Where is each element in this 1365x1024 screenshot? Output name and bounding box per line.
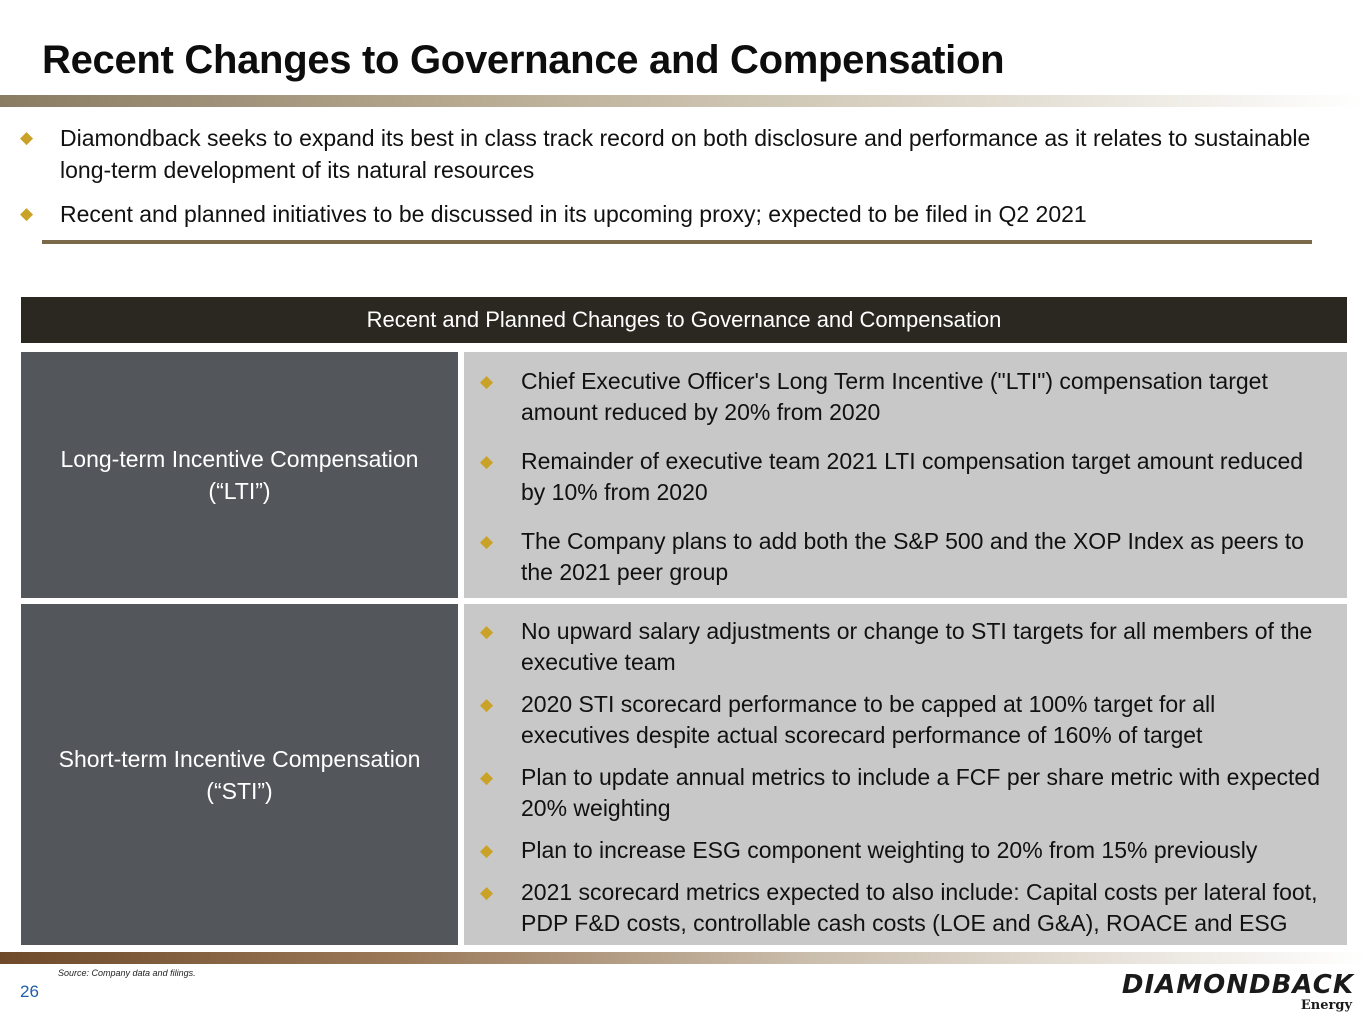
lti-item: ◆ Chief Executive Officer's Long Term In…	[476, 366, 1329, 428]
sti-item-text: 2021 scorecard metrics expected to also …	[521, 879, 1318, 936]
company-logo: DIAMONDBACK Energy	[1080, 968, 1360, 1018]
diamond-bullet-icon: ◆	[480, 622, 494, 641]
source-note: Source: Company data and filings.	[58, 968, 196, 978]
sti-label-line1: Short-term Incentive Compensation	[58, 745, 421, 772]
intro-bullets: ◆ Diamondback seeks to expand its best i…	[18, 122, 1318, 242]
title-divider	[0, 95, 1365, 107]
sti-item-text: 2020 STI scorecard performance to be cap…	[521, 691, 1216, 748]
intro-bullet: ◆ Recent and planned initiatives to be d…	[18, 198, 1318, 230]
intro-bullet-text: Recent and planned initiatives to be dis…	[60, 201, 1087, 227]
logo-subtitle: Energy	[1300, 998, 1352, 1013]
lti-label-cell: Long-term Incentive Compensation (“LTI”)	[21, 352, 458, 598]
diamond-bullet-icon: ◆	[480, 883, 494, 902]
lti-item: ◆ The Company plans to add both the S&P …	[476, 526, 1329, 588]
diamond-bullet-icon: ◆	[480, 841, 494, 860]
lti-item: ◆ Remainder of executive team 2021 LTI c…	[476, 446, 1329, 508]
sti-item: ◆ 2020 STI scorecard performance to be c…	[476, 689, 1329, 751]
table-header: Recent and Planned Changes to Governance…	[21, 297, 1347, 343]
diamond-bullet-icon: ◆	[480, 532, 494, 551]
logo-wordmark: DIAMONDBACK	[1121, 970, 1354, 1000]
diamond-bullet-icon: ◆	[480, 695, 494, 714]
diamond-bullet-icon: ◆	[20, 204, 34, 223]
footer-divider	[0, 952, 1365, 964]
intro-bullet: ◆ Diamondback seeks to expand its best i…	[18, 122, 1318, 186]
sti-item-text: Plan to update annual metrics to include…	[521, 764, 1321, 821]
page-number: 26	[20, 982, 39, 1001]
diamond-bullet-icon: ◆	[480, 372, 494, 391]
diamond-bullet-icon: ◆	[20, 128, 34, 147]
sti-label-cell: Short-term Incentive Compensation (“STI”…	[21, 604, 458, 945]
lti-item-text: Chief Executive Officer's Long Term Ince…	[521, 368, 1268, 425]
sti-item: ◆ Plan to update annual metrics to inclu…	[476, 762, 1329, 824]
lti-label-line1: Long-term Incentive Compensation	[60, 446, 419, 472]
sti-item-text: No upward salary adjustments or change t…	[521, 618, 1313, 675]
sti-item: ◆ Plan to increase ESG component weighti…	[476, 835, 1329, 866]
diamond-bullet-icon: ◆	[480, 768, 494, 787]
sti-item: ◆ 2021 scorecard metrics expected to als…	[476, 877, 1329, 939]
sti-label-line2: (“STI”)	[206, 777, 273, 804]
diamond-bullet-icon: ◆	[480, 452, 494, 471]
lti-items-cell: ◆ Chief Executive Officer's Long Term In…	[464, 352, 1347, 598]
sti-items-cell: ◆ No upward salary adjustments or change…	[464, 604, 1347, 945]
lti-item-text: The Company plans to add both the S&P 50…	[521, 528, 1304, 585]
intro-bullet-text: Diamondback seeks to expand its best in …	[60, 125, 1311, 183]
lti-item-text: Remainder of executive team 2021 LTI com…	[521, 448, 1304, 505]
sti-item-text: Plan to increase ESG component weighting…	[521, 837, 1258, 863]
section-divider	[42, 240, 1312, 244]
page-title: Recent Changes to Governance and Compens…	[42, 38, 1005, 82]
lti-label-line2: (“LTI”)	[208, 478, 271, 504]
sti-item: ◆ No upward salary adjustments or change…	[476, 616, 1329, 678]
